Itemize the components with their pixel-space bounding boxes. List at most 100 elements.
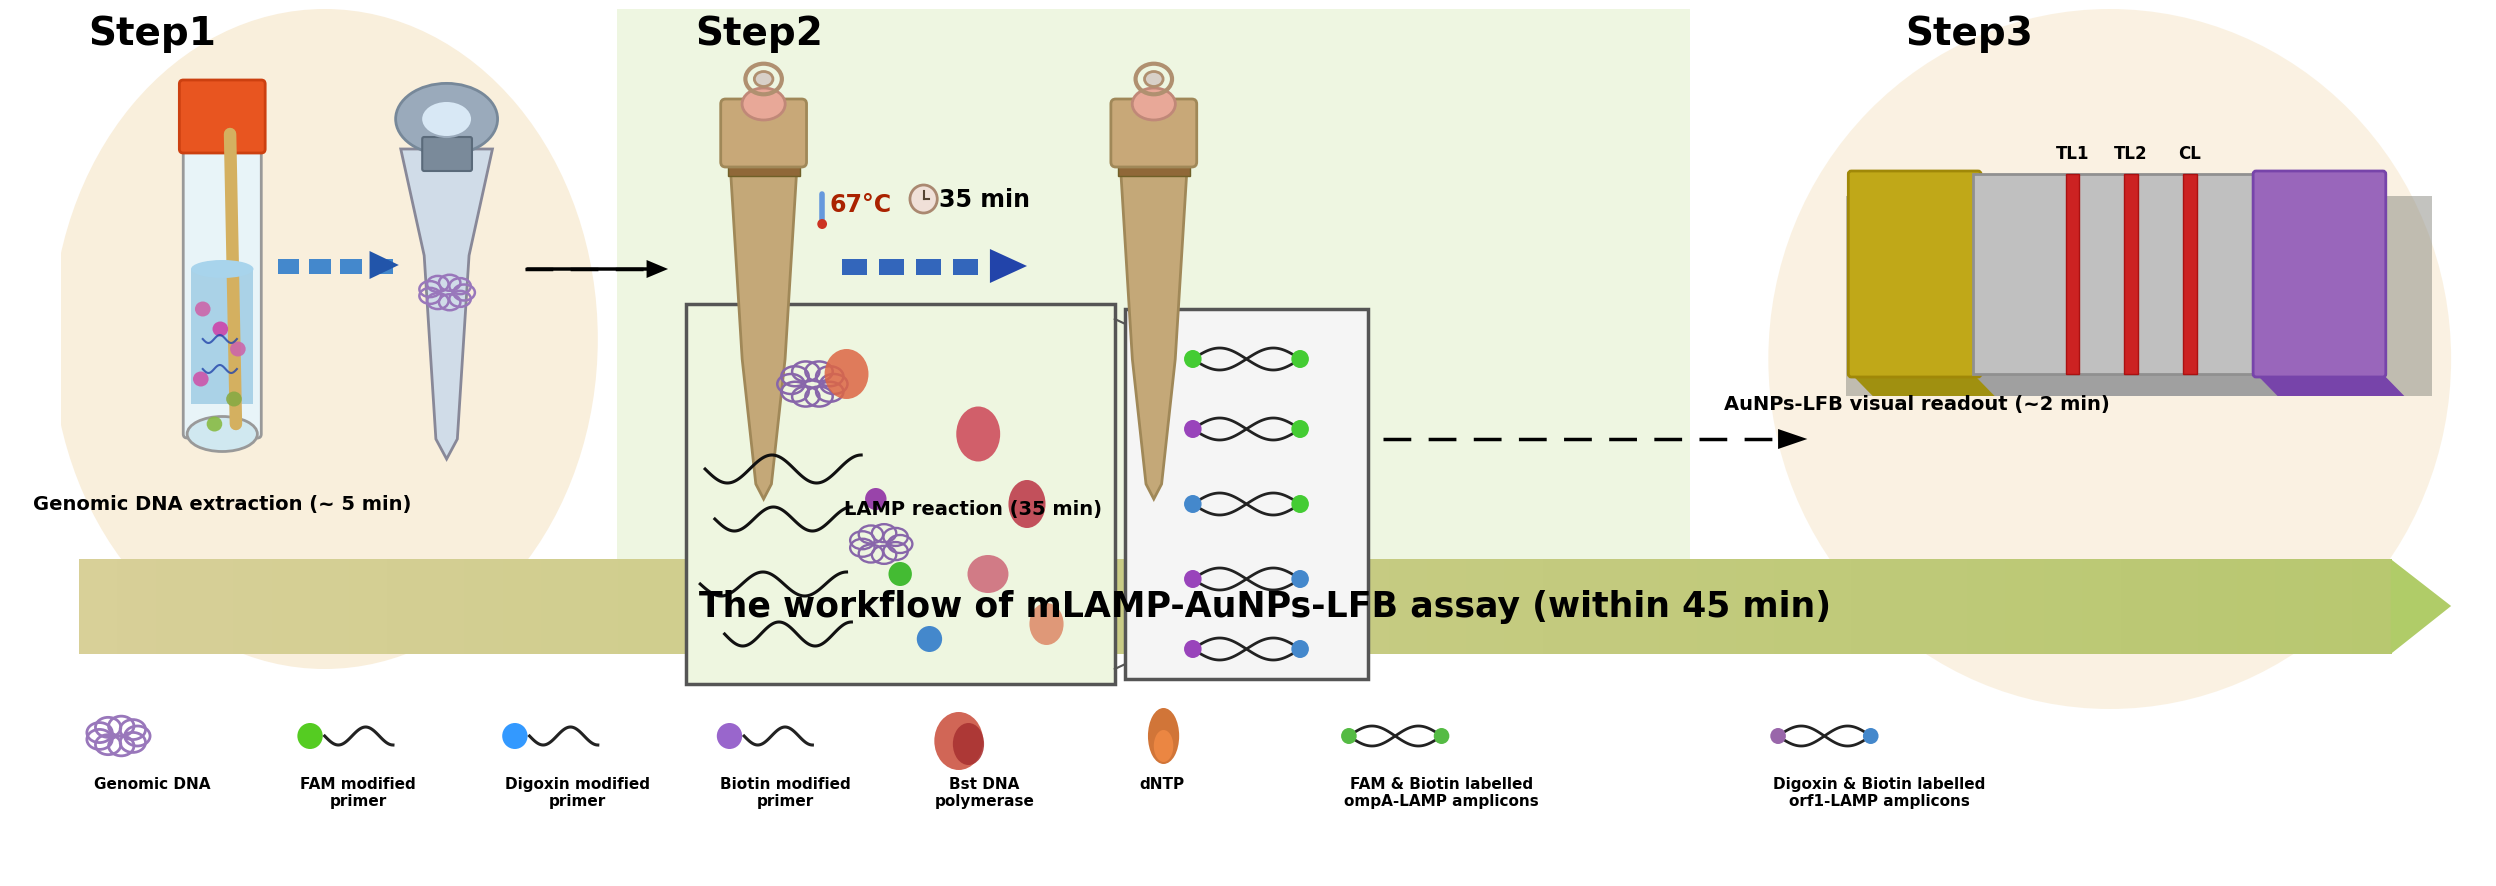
Ellipse shape <box>195 302 210 317</box>
Bar <box>1582 559 1620 654</box>
FancyBboxPatch shape <box>686 305 1116 684</box>
Text: FAM & Biotin labelled
ompA-LAMP amplicons: FAM & Biotin labelled ompA-LAMP amplicon… <box>1343 776 1538 809</box>
Bar <box>1657 559 1697 654</box>
Bar <box>619 559 659 654</box>
Ellipse shape <box>1767 10 2451 709</box>
Bar <box>502 559 542 654</box>
Ellipse shape <box>297 723 322 750</box>
Text: Bst DNA
polymerase: Bst DNA polymerase <box>934 776 1033 809</box>
Ellipse shape <box>1183 571 1201 588</box>
Ellipse shape <box>934 712 983 770</box>
Bar <box>1620 559 1660 654</box>
FancyBboxPatch shape <box>2254 172 2386 377</box>
Text: TL1: TL1 <box>2057 144 2089 163</box>
Bar <box>80 559 117 654</box>
FancyBboxPatch shape <box>879 260 904 276</box>
Ellipse shape <box>422 102 472 138</box>
Ellipse shape <box>52 10 599 669</box>
Ellipse shape <box>207 417 222 432</box>
Text: Step1: Step1 <box>90 15 217 53</box>
Bar <box>734 559 774 654</box>
Ellipse shape <box>1290 495 1308 513</box>
Text: The workflow of mLAMP-AuNPs-LFB assay (within 45 min): The workflow of mLAMP-AuNPs-LFB assay (w… <box>699 589 1832 623</box>
Bar <box>1929 559 1967 654</box>
Text: dNTP: dNTP <box>1138 776 1183 791</box>
Bar <box>1081 559 1121 654</box>
FancyBboxPatch shape <box>182 141 262 439</box>
Ellipse shape <box>1290 351 1308 369</box>
Ellipse shape <box>953 723 983 766</box>
Bar <box>272 559 312 654</box>
Bar <box>1273 559 1313 654</box>
FancyBboxPatch shape <box>1126 309 1368 680</box>
Ellipse shape <box>502 723 527 750</box>
FancyBboxPatch shape <box>1118 155 1191 177</box>
Polygon shape <box>731 170 796 500</box>
FancyBboxPatch shape <box>721 100 806 167</box>
FancyBboxPatch shape <box>1111 100 1196 167</box>
Bar <box>966 559 1003 654</box>
Bar <box>1003 559 1043 654</box>
Ellipse shape <box>956 407 1001 462</box>
Bar <box>926 559 966 654</box>
Ellipse shape <box>968 556 1008 594</box>
Bar <box>1889 559 1929 654</box>
Bar <box>2274 559 2314 654</box>
Ellipse shape <box>866 488 886 510</box>
Bar <box>1697 559 1737 654</box>
Ellipse shape <box>1133 89 1176 120</box>
Bar <box>1236 559 1275 654</box>
Ellipse shape <box>716 723 741 750</box>
Ellipse shape <box>1148 708 1178 764</box>
Text: 67°C: 67°C <box>831 193 891 217</box>
FancyBboxPatch shape <box>422 138 472 172</box>
Bar <box>1043 559 1081 654</box>
Text: Digoxin & Biotin labelled
orf1-LAMP amplicons: Digoxin & Biotin labelled orf1-LAMP ampl… <box>1772 776 1987 809</box>
Text: Biotin modified
primer: Biotin modified primer <box>719 776 851 809</box>
Bar <box>155 559 195 654</box>
Bar <box>1118 559 1158 654</box>
Bar <box>1812 559 1852 654</box>
Bar <box>387 559 427 654</box>
Bar <box>427 559 464 654</box>
FancyBboxPatch shape <box>726 155 799 177</box>
FancyBboxPatch shape <box>617 10 1690 559</box>
Text: Genomic DNA extraction (~ 5 min): Genomic DNA extraction (~ 5 min) <box>32 494 412 513</box>
FancyBboxPatch shape <box>1847 197 2431 397</box>
Ellipse shape <box>192 260 255 279</box>
Ellipse shape <box>916 626 941 652</box>
Bar <box>1313 559 1350 654</box>
Bar <box>1735 559 1775 654</box>
Bar <box>195 559 235 654</box>
Bar <box>232 559 272 654</box>
FancyBboxPatch shape <box>916 260 941 276</box>
Text: FAM modified
primer: FAM modified primer <box>300 776 417 809</box>
Text: 35 min: 35 min <box>938 188 1031 212</box>
Polygon shape <box>402 150 492 460</box>
Bar <box>2004 559 2044 654</box>
Bar <box>542 559 582 654</box>
Bar <box>771 559 811 654</box>
Bar <box>656 559 696 654</box>
Polygon shape <box>1777 430 1807 449</box>
Bar <box>696 559 734 654</box>
Polygon shape <box>1974 375 2276 397</box>
FancyBboxPatch shape <box>841 260 866 276</box>
Bar <box>2199 559 2236 654</box>
Text: Step2: Step2 <box>696 15 824 53</box>
Bar <box>1967 559 2007 654</box>
Ellipse shape <box>824 350 869 400</box>
Ellipse shape <box>1008 480 1046 528</box>
Ellipse shape <box>1183 421 1201 439</box>
Text: Digoxin modified
primer: Digoxin modified primer <box>504 776 649 809</box>
Text: AuNPs-LFB visual readout (~2 min): AuNPs-LFB visual readout (~2 min) <box>1725 394 2109 414</box>
Bar <box>1852 559 1892 654</box>
Ellipse shape <box>230 342 245 357</box>
Text: CL: CL <box>2179 144 2201 163</box>
FancyBboxPatch shape <box>339 260 362 275</box>
FancyBboxPatch shape <box>277 260 300 275</box>
Ellipse shape <box>1433 728 1450 744</box>
FancyBboxPatch shape <box>180 81 265 154</box>
Ellipse shape <box>212 323 227 337</box>
Ellipse shape <box>816 220 826 229</box>
